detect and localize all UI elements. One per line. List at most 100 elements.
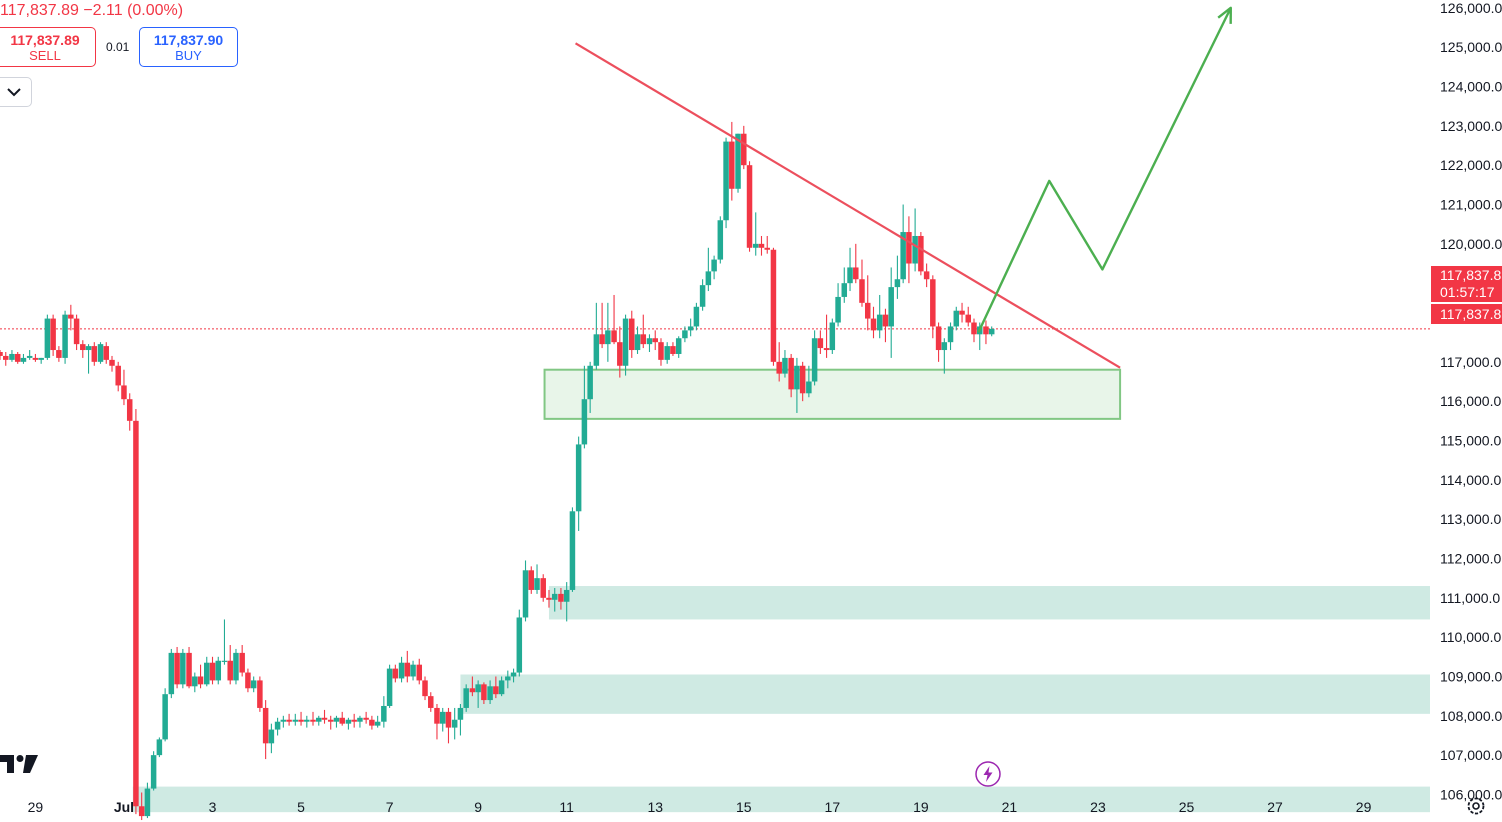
candle: [563, 582, 570, 622]
candle: [103, 342, 110, 364]
consolidation-box: [543, 368, 1122, 420]
candle-body: [658, 342, 664, 360]
candle-body: [841, 283, 848, 297]
candle: [262, 700, 269, 760]
candle: [97, 342, 104, 364]
candle-body: [457, 707, 464, 720]
x-tick-label: 29: [1356, 799, 1372, 815]
candlesticks: [0, 121, 995, 821]
candle: [923, 263, 930, 288]
candle-body: [983, 326, 989, 335]
y-tick-label: 106,000.0: [1440, 786, 1502, 802]
y-tick-label: 124,000.0: [1440, 79, 1502, 95]
candle: [280, 715, 287, 728]
candle: [73, 314, 80, 351]
candle-body: [363, 717, 369, 720]
y-tick-label: 122,000.0: [1440, 157, 1502, 173]
candle: [794, 357, 800, 413]
candle: [859, 259, 865, 307]
support-zone: [460, 674, 1430, 714]
last-price-value: 117,837.8: [1440, 267, 1502, 283]
x-tick-label: 17: [825, 799, 841, 815]
candle-body: [439, 711, 446, 724]
candle: [711, 255, 717, 280]
candle: [682, 326, 688, 343]
candle: [569, 507, 576, 592]
candle-body: [126, 399, 133, 421]
candle-body: [192, 676, 198, 687]
candle: [882, 308, 889, 343]
y-tick-label: 110,000.0: [1440, 629, 1501, 645]
candle-body: [546, 597, 552, 600]
buy-button[interactable]: 117,837.90 BUY: [139, 27, 238, 67]
candle-body: [91, 346, 98, 362]
time-axis[interactable]: 29 Jul 3 5 7 9 11 13 15 17 19 21 23 25 27 29: [28, 799, 1372, 815]
candle-body: [764, 247, 770, 250]
candle-body: [73, 318, 80, 345]
candle: [428, 692, 434, 712]
spread-value: 0.01: [106, 40, 130, 54]
candle-body: [115, 365, 121, 386]
candle-body: [516, 617, 523, 673]
candle: [811, 330, 818, 386]
candle-body: [475, 684, 481, 693]
candle-body: [150, 755, 157, 789]
candle: [286, 713, 292, 726]
price-axis[interactable]: 126,000.0 125,000.0 124,000.0 123,000.0 122,…: [1440, 0, 1502, 802]
candle-body: [138, 806, 145, 817]
candle-body: [894, 279, 901, 288]
y-tick-label: 126,000.0: [1440, 0, 1502, 16]
candle-body: [947, 326, 954, 343]
candle-body: [799, 365, 806, 394]
candle-body: [381, 705, 387, 722]
candle: [705, 247, 712, 292]
candle-body: [965, 314, 971, 323]
x-tick-label: 5: [297, 799, 305, 815]
x-tick-label: 19: [913, 799, 929, 815]
candle: [168, 648, 175, 699]
collapse-button[interactable]: [0, 77, 32, 107]
x-tick-label: 3: [209, 799, 217, 815]
candle: [558, 587, 564, 610]
candle-body: [941, 342, 948, 351]
candle: [80, 340, 86, 358]
candle: [398, 656, 405, 683]
x-tick-label: 23: [1090, 799, 1106, 815]
candle: [345, 717, 352, 730]
settings-gear-icon[interactable]: [1465, 795, 1487, 817]
candle-body: [622, 318, 629, 366]
candle: [717, 216, 724, 264]
y-tick-label: 114,000.0: [1440, 472, 1501, 488]
candle-body: [563, 589, 570, 602]
sell-button[interactable]: 117,837.89 SELL: [0, 27, 96, 67]
candle-body: [162, 694, 168, 740]
candle-body: [593, 334, 600, 366]
bar-countdown: 01:57:17: [1440, 284, 1495, 300]
lightning-bolt-icon[interactable]: [975, 761, 1001, 787]
last-price-tag-repeat: 117,837.8: [1431, 304, 1502, 324]
candle: [693, 302, 700, 331]
tradingview-logo-icon[interactable]: [0, 752, 40, 776]
candle-body: [144, 788, 151, 817]
candle: [310, 711, 316, 726]
candle: [174, 646, 180, 689]
candle: [646, 334, 653, 353]
candle: [56, 346, 62, 362]
candle-body: [14, 353, 21, 362]
candle: [227, 645, 233, 685]
candle-body: [469, 688, 476, 693]
candle-body: [339, 717, 345, 724]
y-tick-label: 109,000.0: [1440, 668, 1502, 684]
candle-body: [806, 381, 812, 394]
candle: [534, 564, 540, 594]
candle-body: [794, 365, 800, 390]
y-tick-label: 108,000.0: [1440, 708, 1502, 724]
candle: [186, 646, 192, 689]
y-tick-label: 111,000.0: [1440, 590, 1500, 606]
candle-body: [864, 302, 871, 319]
candle: [640, 314, 647, 349]
candle-body: [652, 338, 658, 343]
candle: [298, 711, 304, 726]
candle: [245, 668, 251, 693]
